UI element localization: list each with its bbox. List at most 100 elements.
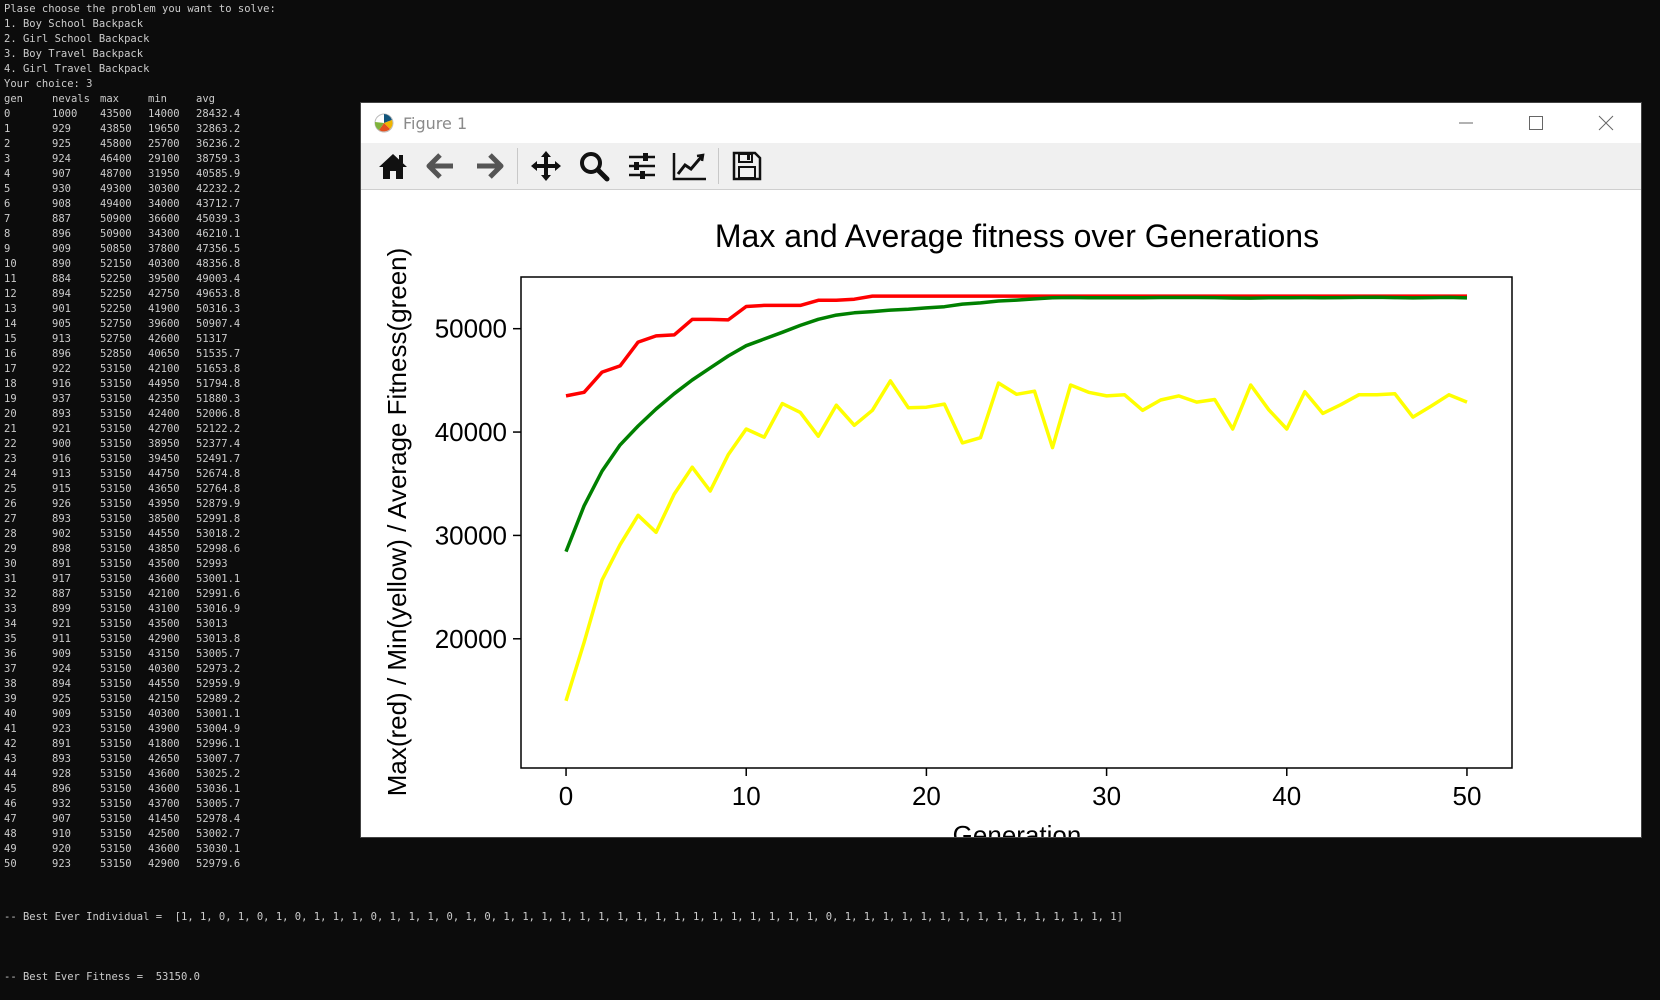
table-cell: 42900 [148,633,180,645]
table-row: 15 913 52750 42600 51317 [4,332,264,347]
table-cell: 52959.9 [196,678,241,690]
table-cell: 44550 [148,678,180,690]
table-cell: 32 [4,588,17,600]
table-cell: 909 [52,243,71,255]
table-cell: 53150 [100,438,132,450]
table-row: 37 924 53150 40300 52973.2 [4,662,264,677]
configure-subplots-icon [629,153,655,179]
edit-axis-button[interactable] [666,144,714,188]
pan-button[interactable] [522,144,570,188]
console-footer: -- Best Ever Individual = [1, 1, 0, 1, 0… [4,880,1123,1000]
table-cell: 53150 [100,408,132,420]
title-bar[interactable]: Figure 1 [361,103,1641,143]
table-cell: 43 [4,753,17,765]
best-fitness-line: -- Best Ever Fitness = 53150.0 [4,971,200,983]
table-cell: 41450 [148,813,180,825]
table-cell: 896 [52,228,71,240]
console-line: Plase choose the problem you want to sol… [4,3,276,15]
table-cell: 40300 [148,708,180,720]
table-cell: 52979.6 [196,858,241,870]
table-cell: 53150 [100,423,132,435]
table-cell: 34 [4,618,17,630]
table-cell: 33 [4,603,17,615]
plot-area [520,276,1513,769]
table-cell: 4 [4,168,11,180]
matplotlib-logo-icon [374,113,394,133]
table-cell: 53150 [100,768,132,780]
table-cell: 930 [52,183,71,195]
save-button[interactable] [723,144,771,188]
configure-subplots-button[interactable] [618,144,666,188]
table-cell: 42750 [148,288,180,300]
table-cell: 896 [52,348,71,360]
table-cell: 39 [4,693,17,705]
table-cell: 43100 [148,603,180,615]
table-cell: 901 [52,303,71,315]
table-row: 23 916 53150 39450 52491.7 [4,452,264,467]
console-line: 1. Boy School Backpack [4,18,144,30]
table-cell: 899 [52,603,71,615]
table-cell: 42400 [148,408,180,420]
table-cell: 49 [4,843,17,855]
table-cell: 52989.2 [196,693,241,705]
home-button[interactable] [369,144,417,188]
table-row: 26 926 53150 43950 52879.9 [4,497,264,512]
table-cell: 52250 [100,288,132,300]
table-cell: 53150 [100,363,132,375]
table-cell: 53036.1 [196,783,241,795]
table-cell: 53150 [100,483,132,495]
table-cell: 43900 [148,723,180,735]
table-cell: 51535.7 [196,348,241,360]
table-cell: 19 [4,393,17,405]
table-cell: 53013 [196,618,228,630]
table-cell: 52991.6 [196,588,241,600]
table-cell: 20 [4,408,17,420]
maximize-button[interactable] [1501,103,1571,143]
table-cell: 53025.2 [196,768,241,780]
console-line: 3. Boy Travel Backpack [4,48,144,60]
table-cell: 1000 [52,108,78,120]
table-row: 17 922 53150 42100 51653.8 [4,362,264,377]
table-cell: 53150 [100,528,132,540]
table-cell: 913 [52,468,71,480]
table-cell: 43850 [100,123,132,135]
table-cell: 49003.4 [196,273,241,285]
table-row: 2 925 45800 25700 36236.2 [4,137,264,152]
toolbar-separator [718,148,719,184]
forward-button[interactable] [465,144,513,188]
table-cell: 42600 [148,333,180,345]
table-cell: 917 [52,573,71,585]
table-cell: 53007.7 [196,753,241,765]
table-cell: 53150 [100,573,132,585]
table-row: 20 893 53150 42400 52006.8 [4,407,264,422]
minimize-icon [1459,122,1473,124]
table-cell: 50316.3 [196,303,241,315]
table-cell: 36236.2 [196,138,241,150]
back-button[interactable] [417,144,465,188]
minimize-button[interactable] [1431,103,1501,143]
x-tick-label: 30 [1092,781,1121,811]
table-cell: 53013.8 [196,633,241,645]
table-row: 36 909 53150 43150 53005.7 [4,647,264,662]
close-button[interactable] [1571,103,1641,143]
zoom-button[interactable] [570,144,618,188]
table-cell: 38759.3 [196,153,241,165]
table-cell: 43500 [148,558,180,570]
table-cell: 43712.7 [196,198,241,210]
table-cell: 40585.9 [196,168,241,180]
table-cell: 53002.7 [196,828,241,840]
table-cell: 53150 [100,693,132,705]
table-cell: 53016.9 [196,603,241,615]
table-row: 39 925 53150 42150 52989.2 [4,692,264,707]
plot-canvas[interactable]: Max and Average fitness over Generations… [361,190,1641,837]
table-cell: 923 [52,858,71,870]
table-cell: 923 [52,723,71,735]
table-cell: 52491.7 [196,453,241,465]
table-cell: 53150 [100,453,132,465]
table-cell: 42500 [148,828,180,840]
table-cell: 42350 [148,393,180,405]
x-tick-label: 20 [912,781,941,811]
table-cell: avg [196,93,215,105]
table-cell: 924 [52,153,71,165]
table-row: 49 920 53150 43600 53030.1 [4,842,264,857]
